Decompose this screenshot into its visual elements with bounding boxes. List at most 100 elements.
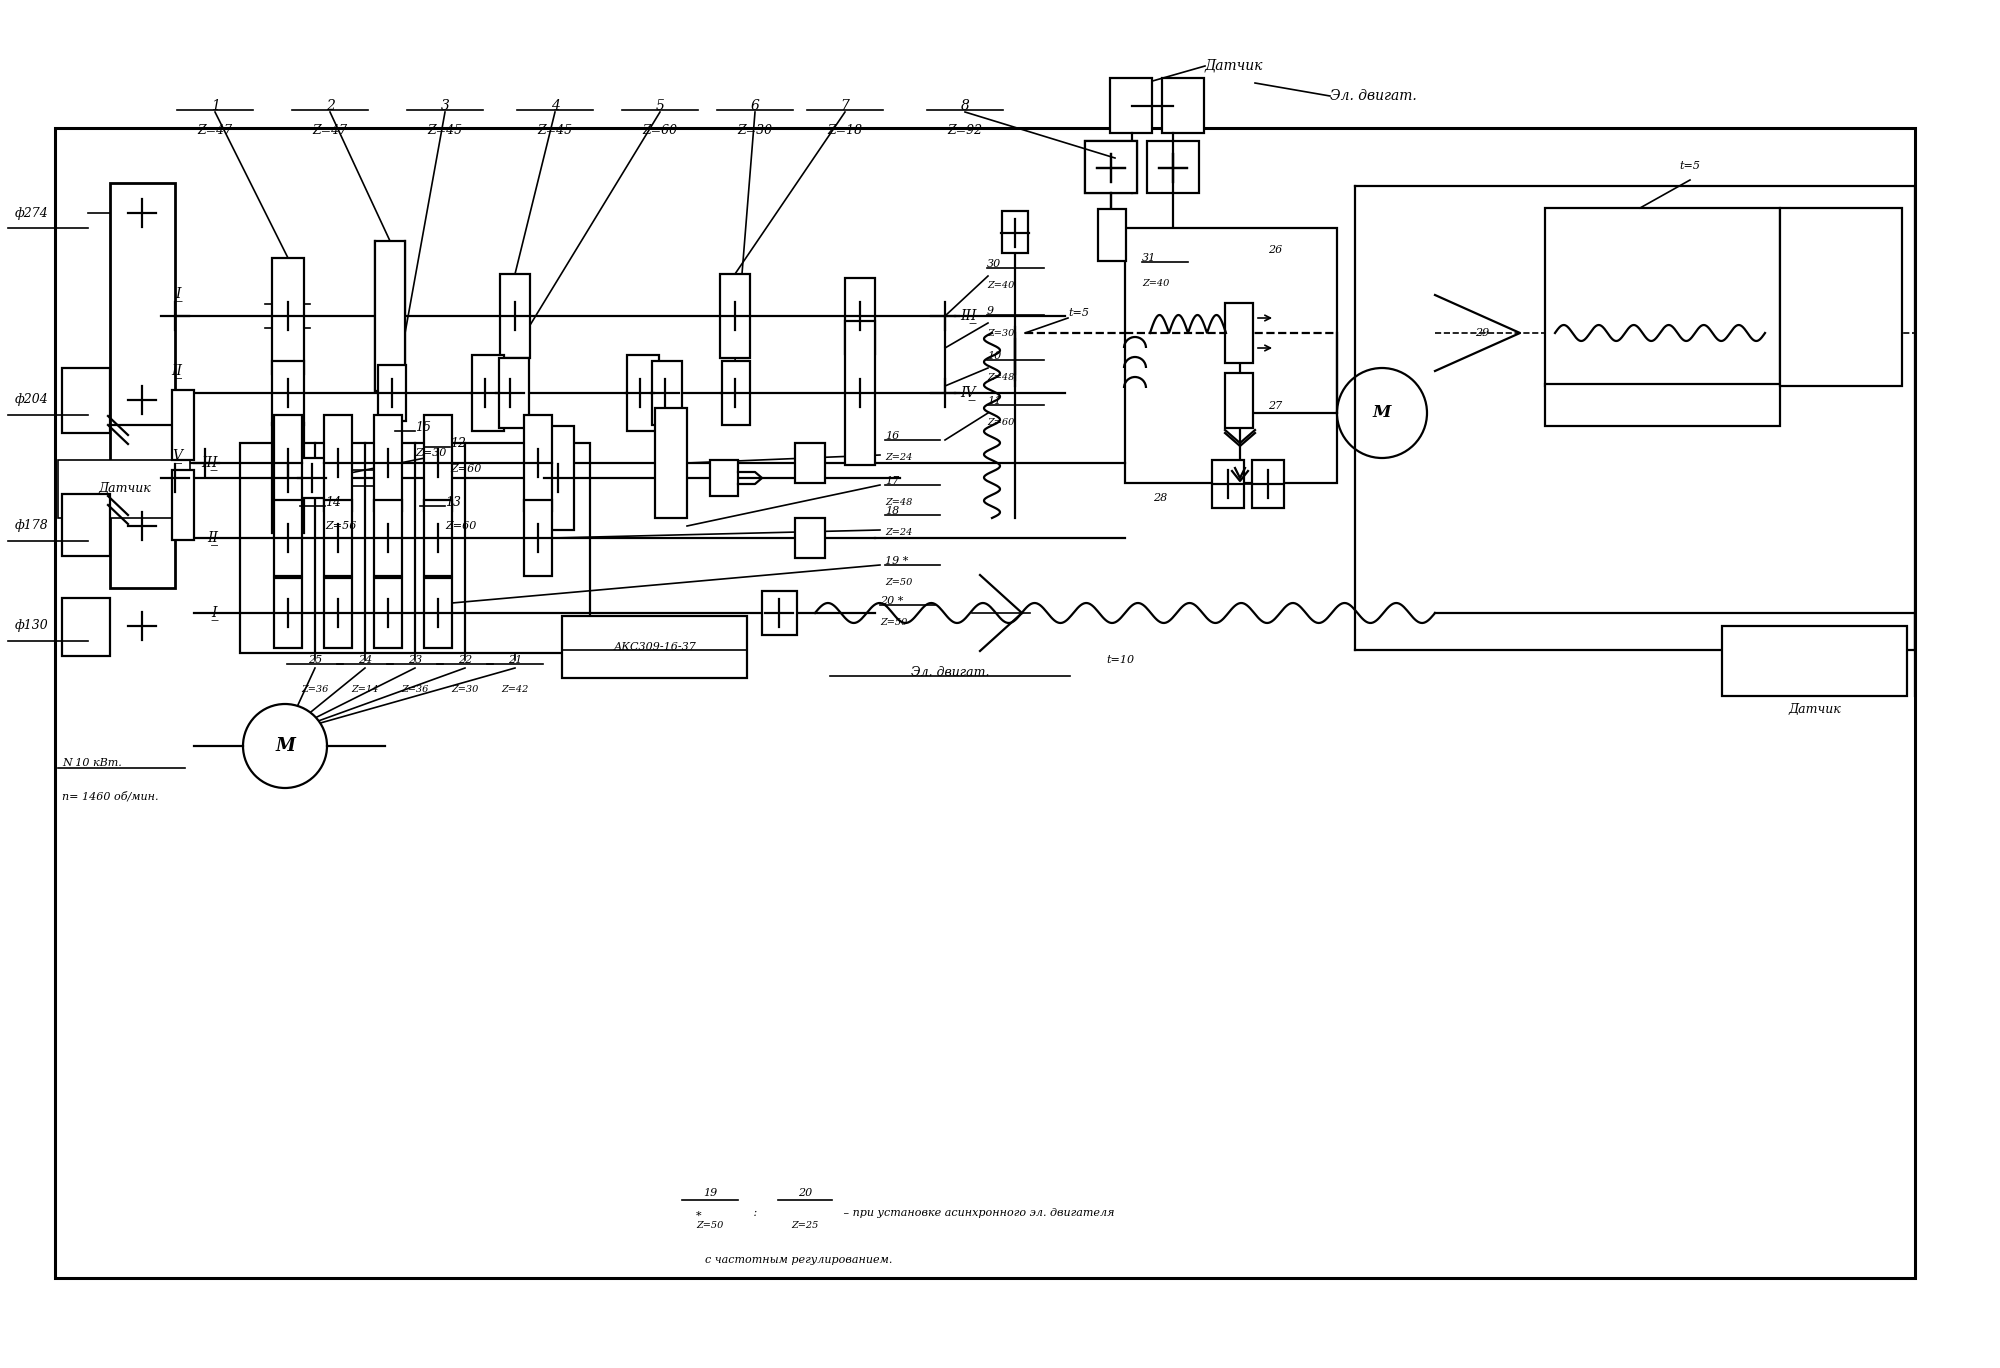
Text: ф130: ф130 [14, 620, 48, 632]
Text: M: M [276, 737, 294, 755]
Text: Z=92: Z=92 [948, 124, 982, 138]
Text: 22: 22 [458, 655, 472, 665]
Bar [272, 259, 304, 373]
Text: Эл. двигат.: Эл. двигат. [1330, 89, 1416, 103]
Text: 19 *: 19 * [886, 555, 908, 566]
Bar [762, 591, 796, 635]
Text: 24: 24 [358, 655, 372, 665]
Text: 19: 19 [702, 1187, 718, 1198]
Bar [58, 460, 190, 518]
Bar [424, 579, 452, 648]
Text: 4: 4 [550, 98, 560, 114]
Text: Z=60: Z=60 [642, 124, 678, 138]
Bar [1722, 627, 1908, 696]
Bar [274, 499, 302, 576]
Text: Z=30: Z=30 [988, 328, 1014, 338]
Bar [62, 494, 110, 555]
Text: 10: 10 [988, 352, 1002, 361]
Bar [652, 361, 682, 425]
Text: M: M [1372, 405, 1392, 421]
Bar [324, 415, 352, 512]
Text: Z=42: Z=42 [502, 685, 528, 695]
Text: Z=47: Z=47 [198, 124, 232, 138]
Text: II̲: II̲ [172, 364, 182, 379]
Text: 6: 6 [750, 98, 760, 114]
Bar [1780, 208, 1902, 386]
Text: I̲: I̲ [212, 606, 218, 621]
Text: 1: 1 [210, 98, 220, 114]
Bar [1224, 302, 1252, 363]
Text: 29: 29 [1476, 328, 1490, 338]
Bar [1124, 228, 1336, 483]
Text: 26: 26 [1268, 245, 1282, 254]
Text: Z=14: Z=14 [352, 685, 378, 695]
Bar [172, 471, 194, 540]
Bar [324, 579, 352, 648]
Text: Z=47: Z=47 [312, 124, 348, 138]
Bar [172, 390, 194, 460]
Text: Z=56: Z=56 [324, 521, 356, 531]
Text: Z=60: Z=60 [444, 521, 476, 531]
Text: 31: 31 [1142, 253, 1156, 263]
Bar [300, 458, 328, 498]
Text: Датчик: Датчик [98, 483, 152, 495]
Bar [722, 361, 750, 425]
Text: 30: 30 [988, 259, 1002, 269]
Text: 12: 12 [450, 438, 466, 450]
Bar [56, 129, 1916, 1278]
Text: 5: 5 [656, 98, 664, 114]
Text: Z=36: Z=36 [302, 685, 328, 695]
Text: Z=60: Z=60 [450, 464, 482, 473]
Text: 18: 18 [886, 506, 900, 516]
Bar [656, 408, 688, 518]
Text: Z=18: Z=18 [828, 124, 862, 138]
Text: Z=48: Z=48 [886, 498, 912, 508]
Text: Z=24: Z=24 [886, 528, 912, 538]
Bar [844, 321, 876, 465]
Bar [1148, 141, 1200, 193]
Text: Z=50: Z=50 [880, 618, 908, 628]
Bar [424, 499, 452, 576]
Bar [1224, 373, 1252, 428]
Text: Датчик: Датчик [1204, 59, 1264, 73]
Text: *: * [696, 1211, 704, 1222]
Text: n= 1460 об/мин.: n= 1460 об/мин. [62, 791, 158, 802]
Text: 25: 25 [308, 655, 322, 665]
Text: 7: 7 [840, 98, 850, 114]
Text: 17: 17 [886, 476, 900, 486]
Text: t=5: t=5 [1068, 308, 1088, 317]
Text: с частотным регулированием.: с частотным регулированием. [704, 1254, 892, 1265]
Text: I̲: I̲ [176, 286, 182, 301]
Text: ф178: ф178 [14, 520, 48, 532]
Bar [500, 274, 530, 358]
Text: 28: 28 [1152, 492, 1168, 503]
Text: Z=36: Z=36 [402, 685, 428, 695]
Text: Z=24: Z=24 [886, 454, 912, 462]
Text: 20: 20 [798, 1187, 812, 1198]
Text: АКС309-16-37: АКС309-16-37 [614, 642, 696, 653]
Bar [1098, 209, 1126, 261]
Text: 27: 27 [1268, 401, 1282, 410]
Bar [374, 499, 402, 576]
Text: 20 *: 20 * [880, 596, 904, 606]
Bar [378, 365, 406, 421]
Text: t=5: t=5 [1680, 161, 1700, 171]
Bar [796, 443, 826, 483]
Text: Z=45: Z=45 [538, 124, 572, 138]
Text: Z=30: Z=30 [452, 685, 478, 695]
Text: 11: 11 [988, 395, 1002, 406]
Bar [844, 278, 876, 354]
Bar [424, 415, 452, 512]
Text: Датчик: Датчик [1788, 703, 1842, 717]
Circle shape [1336, 368, 1428, 458]
Text: III̲: III̲ [960, 309, 976, 323]
Text: III̲: III̲ [202, 456, 218, 471]
Bar [272, 423, 304, 534]
Text: N 10 кВт.: N 10 кВт. [62, 758, 122, 767]
Text: Эл. двигат.: Эл. двигат. [910, 666, 990, 680]
Text: 14: 14 [324, 497, 340, 509]
Bar [62, 368, 110, 434]
Text: 16: 16 [886, 431, 900, 440]
Bar [274, 579, 302, 648]
Bar [562, 616, 748, 679]
